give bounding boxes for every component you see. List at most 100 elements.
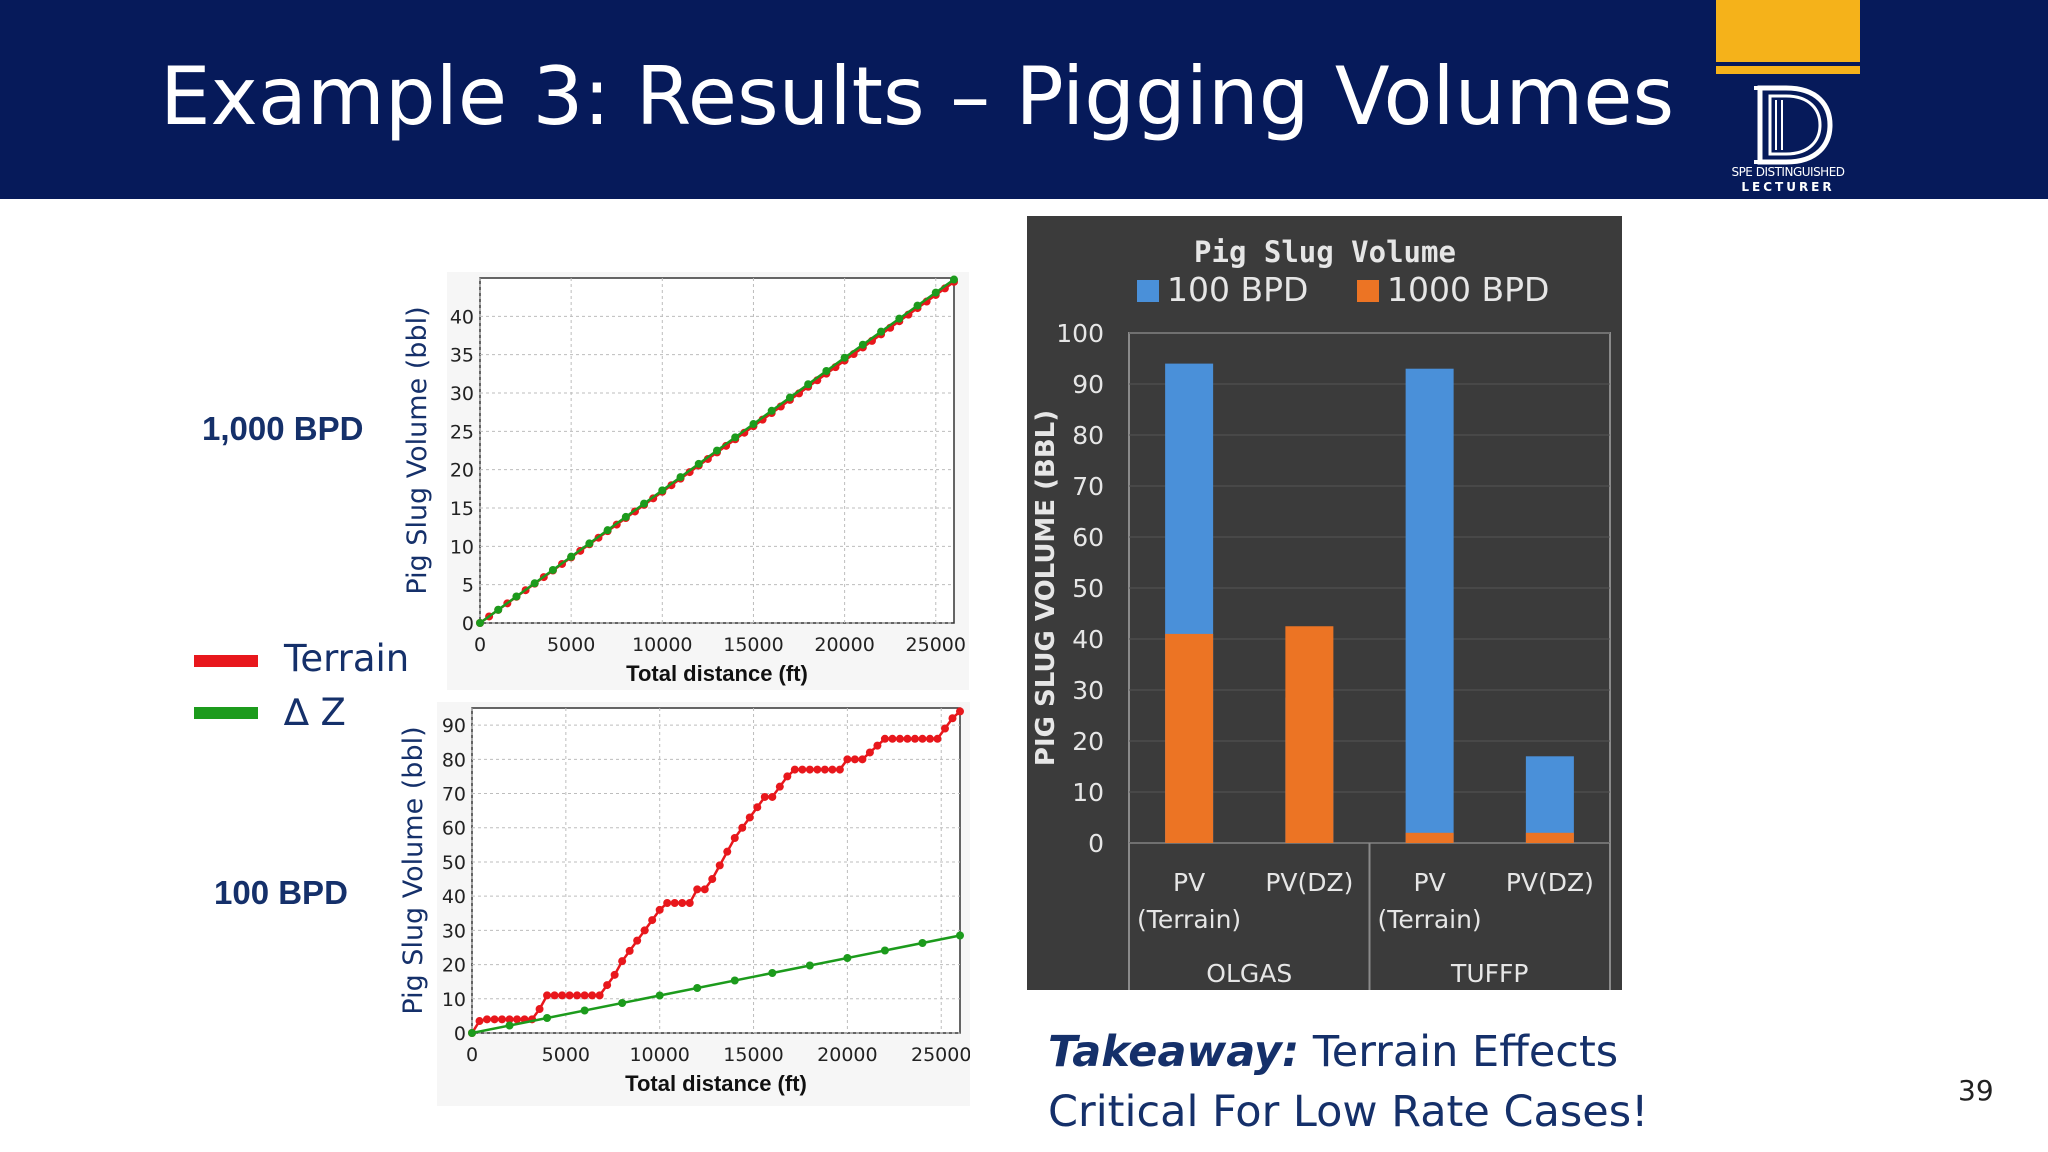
logo-d-icon bbox=[1754, 85, 1833, 165]
x-tick-label: 10000 bbox=[629, 1044, 689, 1066]
data-point-delta-z bbox=[548, 565, 557, 574]
data-point-delta-z bbox=[512, 592, 521, 601]
data-point-terrain bbox=[948, 714, 957, 723]
bar-1000bpd bbox=[1405, 832, 1454, 843]
x-tick-label: 0 bbox=[466, 1044, 478, 1066]
data-point-delta-z bbox=[693, 984, 702, 992]
data-point-delta-z bbox=[895, 314, 904, 323]
x-category-label: PV bbox=[1414, 868, 1446, 897]
legend-label: 100 BPD bbox=[1167, 270, 1308, 309]
data-point-terrain bbox=[738, 823, 747, 832]
data-point-delta-z bbox=[676, 473, 685, 482]
data-point-delta-z bbox=[805, 961, 814, 970]
x-axis-label: Total distance (ft) bbox=[625, 1071, 807, 1096]
legend-swatch bbox=[1137, 280, 1159, 302]
data-point-terrain bbox=[595, 991, 604, 1000]
data-point-terrain bbox=[828, 765, 837, 774]
legend-swatch-delta-z bbox=[194, 707, 258, 719]
x-tick-label: 25000 bbox=[906, 634, 966, 656]
y-tick-label: 20 bbox=[442, 955, 466, 977]
data-point-terrain bbox=[835, 765, 844, 774]
spe-logo: SPE DISTINGUISHED LECTURER bbox=[1716, 0, 1860, 199]
x-tick-label: 0 bbox=[474, 634, 486, 656]
data-point-terrain bbox=[925, 734, 934, 743]
y-tick-label: 80 bbox=[442, 749, 466, 771]
takeaway-bold: Takeaway: bbox=[1048, 1027, 1300, 1077]
data-point-terrain bbox=[505, 1015, 514, 1024]
y-tick-label: 40 bbox=[442, 886, 466, 908]
data-point-terrain bbox=[618, 957, 627, 966]
y-tick-label: 25 bbox=[450, 421, 474, 443]
data-point-terrain bbox=[640, 926, 649, 935]
y-tick-label: 10 bbox=[1072, 778, 1104, 807]
data-point-delta-z bbox=[468, 1029, 476, 1037]
data-point-delta-z bbox=[580, 1006, 589, 1015]
data-point-delta-z bbox=[640, 499, 649, 508]
data-point-terrain bbox=[790, 765, 799, 774]
y-tick-label: 10 bbox=[442, 989, 466, 1011]
data-point-terrain bbox=[573, 991, 582, 1000]
data-point-terrain bbox=[813, 765, 822, 774]
data-point-delta-z bbox=[913, 301, 922, 310]
slide-number: 39 bbox=[1958, 1074, 1994, 1107]
data-point-delta-z bbox=[476, 619, 484, 627]
x-tick-label: 20000 bbox=[817, 1044, 877, 1066]
x-tick-label: 15000 bbox=[723, 634, 783, 656]
bar-1000bpd bbox=[1165, 633, 1214, 843]
data-point-delta-z bbox=[730, 976, 739, 985]
x-category-label: (Terrain) bbox=[1378, 905, 1482, 934]
bar-100bpd bbox=[1405, 368, 1454, 843]
data-point-terrain bbox=[648, 916, 657, 925]
data-point-terrain bbox=[700, 885, 709, 894]
bar-100bpd bbox=[1525, 756, 1574, 843]
data-point-terrain bbox=[820, 765, 829, 774]
data-point-terrain bbox=[730, 834, 739, 842]
data-point-terrain bbox=[918, 734, 927, 743]
takeaway-line2: Critical For Low Rate Cases! bbox=[1048, 1087, 1649, 1137]
data-point-delta-z bbox=[713, 446, 721, 455]
data-point-delta-z bbox=[494, 605, 503, 614]
data-point-terrain bbox=[715, 861, 724, 870]
data-point-delta-z bbox=[843, 954, 852, 962]
y-tick-label: 0 bbox=[1088, 829, 1104, 858]
data-point-terrain bbox=[888, 734, 897, 743]
data-point-delta-z bbox=[618, 999, 627, 1007]
x-tick-label: 5000 bbox=[547, 634, 595, 656]
data-point-terrain bbox=[895, 734, 904, 743]
data-point-terrain bbox=[865, 748, 874, 757]
bar-chart-pig-slug-volume: 0 10 20 30 40 50 60 70 80 90 100 Pig Slug Volume100… bbox=[1027, 216, 1622, 990]
y-tick-label: 20 bbox=[1072, 727, 1104, 756]
takeaway-line1: Terrain Effects bbox=[1312, 1027, 1619, 1077]
data-point-terrain bbox=[956, 707, 964, 716]
slide-title: Example 3: Results – Pigging Volumes bbox=[160, 50, 1675, 143]
data-point-delta-z bbox=[543, 1014, 552, 1022]
data-point-terrain bbox=[475, 1017, 484, 1026]
data-point-terrain bbox=[933, 734, 942, 743]
logo-text-line2: LECTURER bbox=[1741, 180, 1835, 194]
y-tick-label: 15 bbox=[450, 498, 474, 520]
y-tick-label: 40 bbox=[450, 306, 474, 328]
data-point-terrain bbox=[760, 792, 769, 801]
data-point-terrain bbox=[655, 905, 664, 914]
data-point-terrain bbox=[910, 734, 919, 743]
x-category-label: PV(DZ) bbox=[1265, 868, 1353, 897]
y-tick-label: 60 bbox=[442, 818, 466, 840]
data-point-terrain bbox=[880, 734, 889, 743]
y-tick-label: 100 bbox=[1056, 319, 1104, 348]
data-point-delta-z bbox=[950, 275, 958, 284]
y-tick-label: 60 bbox=[1072, 523, 1104, 552]
y-tick-label: 10 bbox=[450, 536, 474, 558]
data-point-terrain bbox=[550, 991, 559, 1000]
data-point-terrain bbox=[843, 755, 852, 764]
y-axis-label: PIG SLUG VOLUME (BBL) bbox=[1031, 410, 1061, 766]
y-tick-label: 35 bbox=[450, 345, 474, 367]
data-point-delta-z bbox=[880, 946, 889, 955]
data-point-terrain bbox=[745, 813, 754, 822]
data-point-terrain bbox=[873, 741, 882, 750]
slide-header: Example 3: Results – Pigging Volumes SPE… bbox=[0, 0, 2048, 199]
data-point-terrain bbox=[625, 946, 634, 955]
logo-gold-block bbox=[1716, 0, 1860, 62]
data-point-terrain bbox=[603, 981, 612, 990]
y-tick-label: 70 bbox=[442, 784, 466, 806]
y-tick-label: 90 bbox=[442, 715, 466, 737]
